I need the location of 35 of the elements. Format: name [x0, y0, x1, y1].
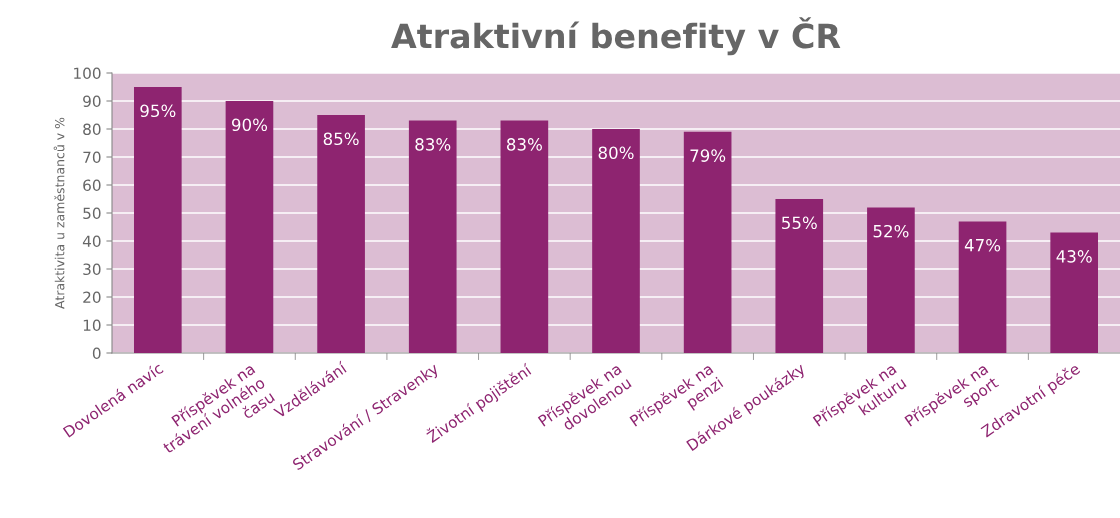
- bar: [500, 120, 549, 353]
- data-label: 83%: [415, 138, 451, 151]
- y-tick-label: 80: [83, 123, 101, 136]
- data-label: 55%: [782, 216, 817, 230]
- bar: [408, 120, 457, 353]
- y-axis-title: Atraktivita u zaměstnanců v %: [53, 117, 65, 309]
- data-label: 43%: [1056, 250, 1092, 263]
- y-tick-label: 30: [83, 263, 101, 276]
- data-label: 95%: [140, 104, 176, 118]
- data-label: 90%: [231, 118, 268, 132]
- y-tick-label: 10: [83, 319, 101, 332]
- bar: [133, 87, 182, 353]
- data-label: 83%: [506, 138, 542, 151]
- bar: [317, 115, 365, 353]
- bar: [958, 221, 1007, 353]
- y-tick-label: 90: [83, 95, 101, 108]
- bar: [683, 131, 732, 353]
- y-tick-label: 20: [83, 291, 101, 304]
- chart-title: Atraktivní benefity v ČR: [391, 17, 841, 56]
- bar: [592, 129, 640, 353]
- data-label: 79%: [690, 149, 726, 162]
- bar: [867, 207, 915, 353]
- bar: [775, 199, 824, 353]
- data-label: 85%: [323, 132, 359, 146]
- y-tick-label: 40: [82, 235, 101, 248]
- y-tick-label: 60: [83, 179, 101, 192]
- y-tick-label: 50: [83, 207, 101, 220]
- data-label: 47%: [964, 238, 1001, 252]
- y-tick-label: 0: [92, 347, 101, 360]
- y-tick-label: 70: [83, 151, 101, 164]
- bar: [225, 101, 274, 353]
- y-tick-label: 100: [74, 67, 101, 80]
- bar: [1050, 232, 1099, 353]
- data-label: 80%: [598, 146, 634, 160]
- data-label: 52%: [873, 224, 909, 238]
